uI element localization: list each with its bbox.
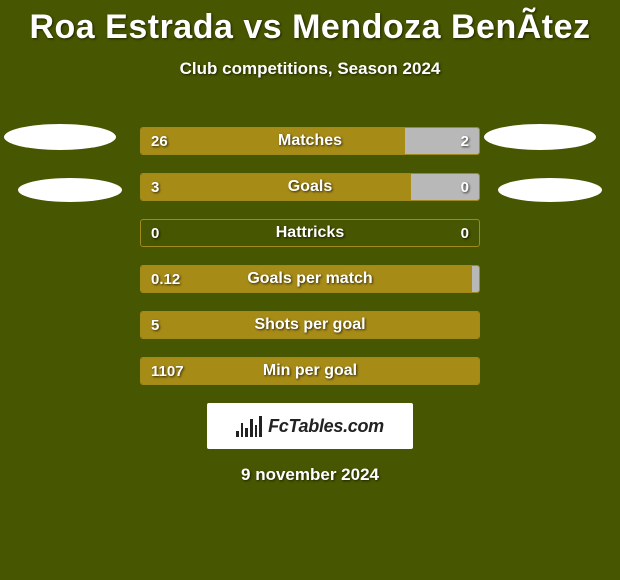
- stat-row: Shots per goal5: [140, 311, 480, 339]
- stat-bar-right: [405, 128, 479, 154]
- stat-bar-left: [141, 128, 405, 154]
- stat-bar-left: [141, 266, 472, 292]
- stat-label: Hattricks: [141, 220, 479, 246]
- page-title: Roa Estrada vs Mendoza BenÃ­tez: [0, 0, 620, 47]
- stat-bar-right: [472, 266, 479, 292]
- stat-row: Min per goal1107: [140, 357, 480, 385]
- subtitle: Club competitions, Season 2024: [0, 59, 620, 79]
- brand-logo: FcTables.com: [207, 403, 413, 449]
- stat-bar-left: [141, 174, 411, 200]
- stat-row: Hattricks0 0: [140, 219, 480, 247]
- team-left-shape-2: [18, 178, 122, 202]
- stat-bar-left: [141, 312, 479, 338]
- stat-row: Matches262: [140, 127, 480, 155]
- brand-text: FcTables.com: [268, 416, 384, 437]
- team-left-shape-1: [4, 124, 116, 150]
- stat-bar-left: [141, 358, 479, 384]
- stat-value-left: 0: [151, 220, 159, 246]
- team-right-shape-2: [498, 178, 602, 202]
- stats-container: Matches262 Goals30 Hattricks0 0 Goals per ma…: [140, 127, 480, 385]
- stat-bar-right: [411, 174, 479, 200]
- stat-row: Goals30: [140, 173, 480, 201]
- stat-value-right: 0: [461, 220, 469, 246]
- team-right-shape-1: [484, 124, 596, 150]
- footer-date: 9 november 2024: [0, 465, 620, 485]
- chart-icon: [236, 415, 262, 437]
- stat-row: Goals per match0.12: [140, 265, 480, 293]
